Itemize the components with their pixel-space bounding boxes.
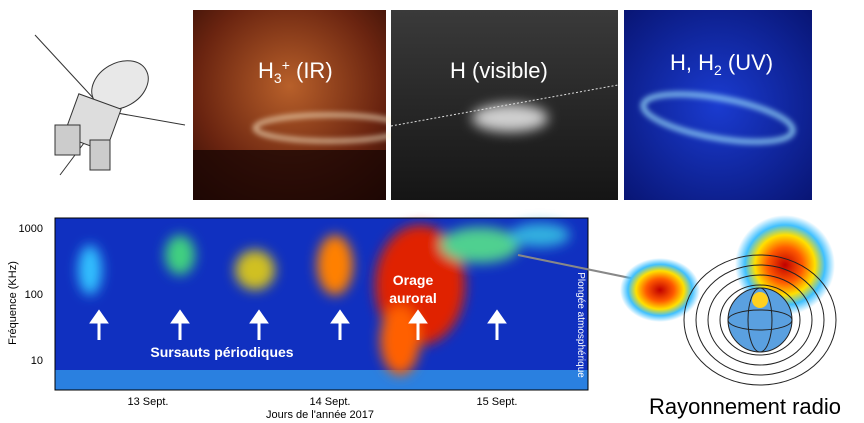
image-uv xyxy=(624,10,812,200)
y-tick-label: 100 xyxy=(25,289,43,301)
image-label: H, H2 (UV) xyxy=(670,50,773,78)
y-axis-label: Fréquence (KHz) xyxy=(7,261,19,345)
annotation: Plongée atmosphérique xyxy=(575,272,586,378)
label-rest: (UV) xyxy=(722,50,773,75)
spacecraft xyxy=(34,34,186,176)
x-tick-label: 14 Sept. xyxy=(310,396,351,408)
x-tick-label: 13 Sept. xyxy=(128,396,169,408)
spectrogram xyxy=(54,217,641,391)
y-tick-label: 1000 xyxy=(19,223,43,235)
caption: Rayonnement radio xyxy=(649,394,841,419)
annotation: auroral xyxy=(389,290,436,306)
label-sup: + xyxy=(282,57,290,73)
image-visible xyxy=(390,10,619,200)
x-tick-label: 15 Sept. xyxy=(477,396,518,408)
label-sub: 2 xyxy=(714,62,722,78)
label-sub: 3 xyxy=(274,70,282,86)
y-tick-label: 10 xyxy=(31,355,43,367)
x-axis-label: Jours de l'année 2017 xyxy=(266,409,374,421)
label-base: H xyxy=(258,58,274,83)
label-base: H, H xyxy=(670,50,714,75)
annotation: Sursauts périodiques xyxy=(150,344,293,360)
image-label: H (visible) xyxy=(450,58,548,83)
radio-emission-graphic xyxy=(620,215,837,386)
image-label: H3+ (IR) xyxy=(258,57,333,86)
label-rest: (IR) xyxy=(290,58,333,83)
image-ir xyxy=(193,10,407,200)
annotation: Orage xyxy=(393,272,434,288)
